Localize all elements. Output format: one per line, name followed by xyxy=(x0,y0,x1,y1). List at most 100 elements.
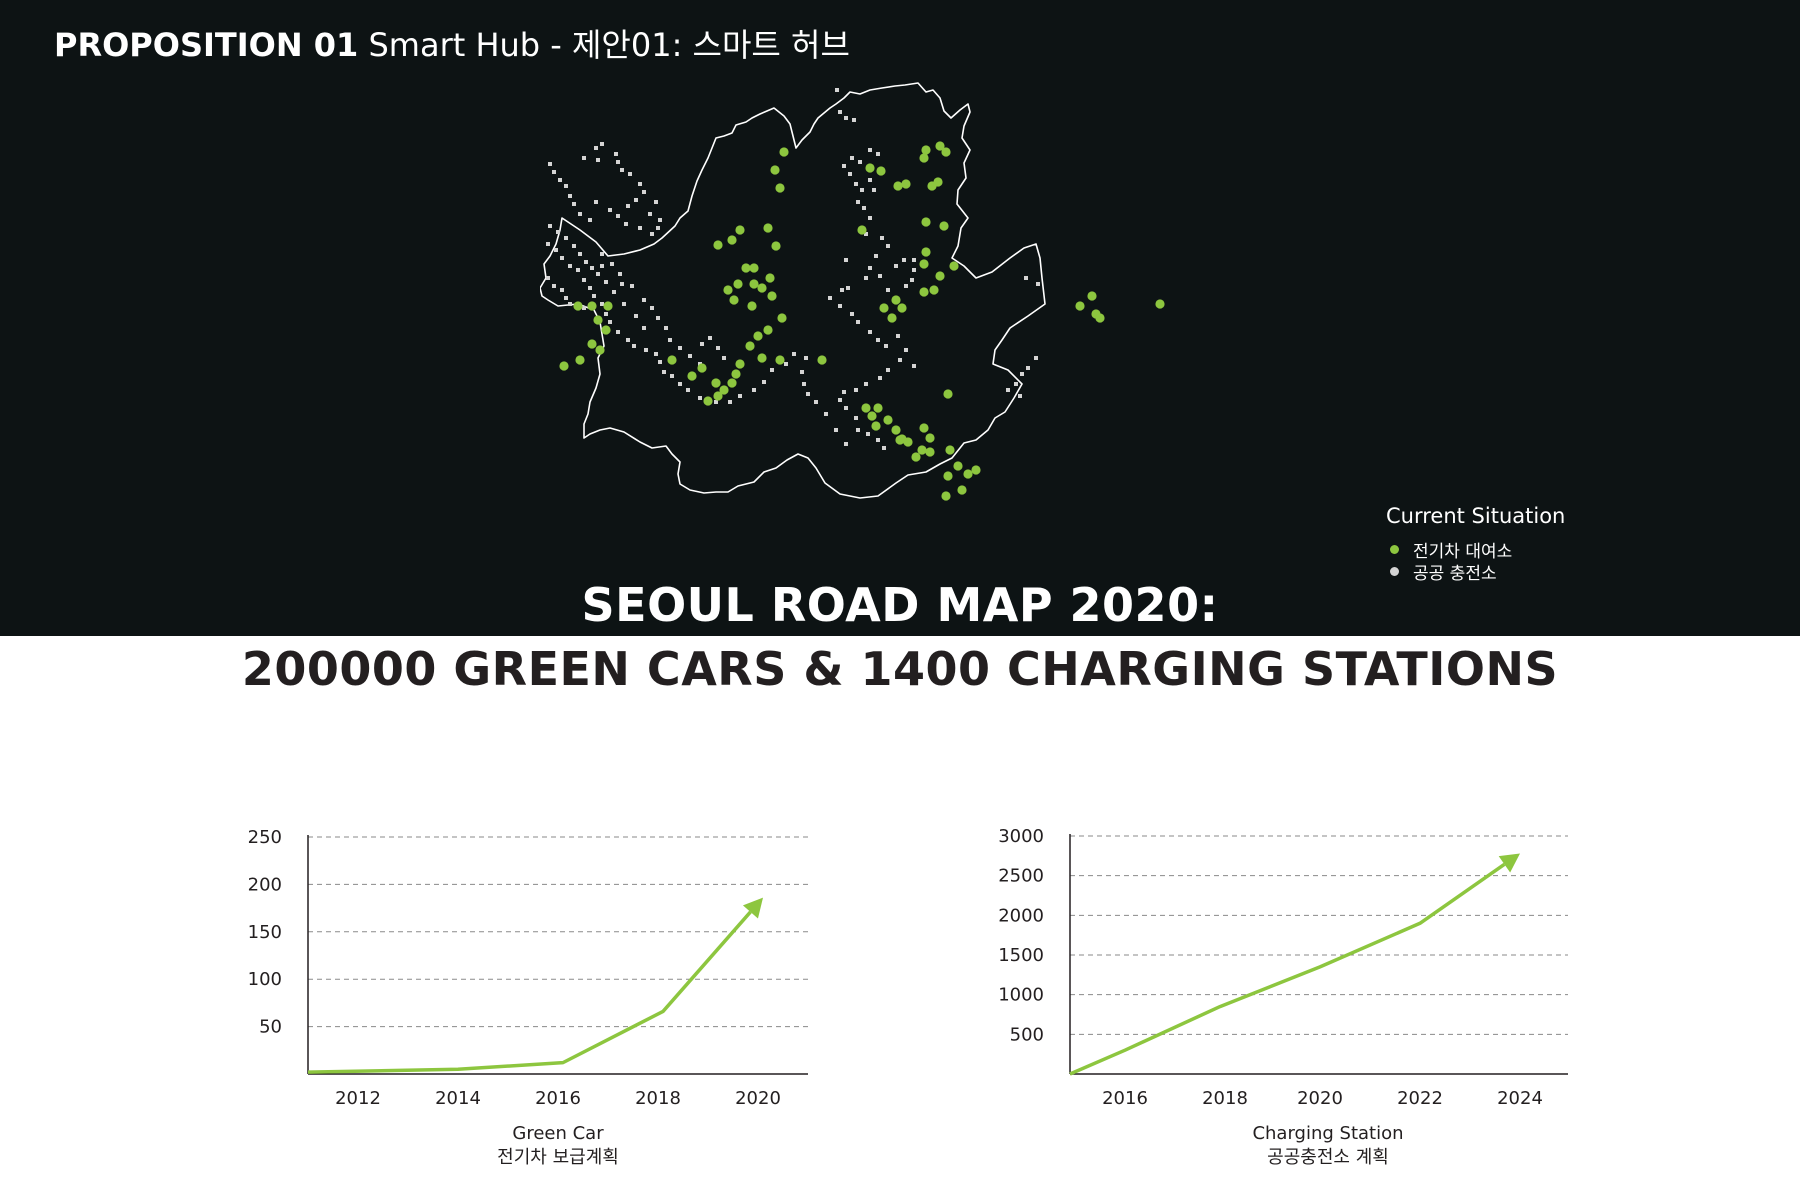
public-charger-dot xyxy=(594,200,598,204)
public-charger-dot xyxy=(722,356,726,360)
public-charger-dot xyxy=(770,368,774,372)
headline-line-2: 200000 GREEN CARS & 1400 CHARGING STATIO… xyxy=(241,642,1559,696)
public-charger-dot xyxy=(1024,276,1028,280)
public-charger-dot xyxy=(784,362,788,366)
charging-station-caption-en: Charging Station xyxy=(1252,1123,1404,1144)
page-title-prefix: PROPOSITION 01 xyxy=(54,26,359,64)
public-charger-dot xyxy=(872,188,876,192)
ev-rental-dot xyxy=(770,165,780,175)
public-charger-dot xyxy=(568,302,572,306)
ev-rental-dot xyxy=(723,285,733,295)
public-charger-dot xyxy=(558,178,562,182)
public-charger-dot xyxy=(552,284,556,288)
public-charger-dot xyxy=(650,232,654,236)
public-charger-dot xyxy=(604,280,608,284)
ev-rental-dot xyxy=(939,221,949,231)
ev-rental-dot xyxy=(573,301,583,311)
ev-rental-dot xyxy=(559,361,569,371)
public-charger-dot xyxy=(868,178,872,182)
y-tick-label: 1000 xyxy=(998,985,1044,1006)
public-charger-dot xyxy=(814,400,818,404)
public-charger-dot xyxy=(850,156,854,160)
public-charger-dot xyxy=(876,438,880,442)
x-tick-label: 2018 xyxy=(1202,1088,1248,1109)
series-line xyxy=(1069,862,1506,1076)
ev-rental-dot xyxy=(893,181,903,191)
ev-rental-dot xyxy=(943,471,953,481)
public-charger-dot xyxy=(912,364,916,368)
public-charger-dot xyxy=(560,256,564,260)
public-charger-dot xyxy=(612,290,616,294)
ev-rental-dot xyxy=(593,315,603,325)
public-charger-dot xyxy=(902,258,906,262)
ev-rental-dot xyxy=(765,273,775,283)
public-charger-dot xyxy=(546,276,550,280)
public-charger-dot xyxy=(644,348,648,352)
x-tick-label: 2020 xyxy=(735,1088,781,1109)
public-charger-dot xyxy=(912,268,916,272)
y-tick-label: 2000 xyxy=(998,905,1044,926)
x-tick-label: 2020 xyxy=(1297,1088,1343,1109)
ev-rental-dot xyxy=(719,385,729,395)
ev-rental-dot xyxy=(876,166,886,176)
public-charger-dot xyxy=(614,152,618,156)
public-charger-dot xyxy=(1018,394,1022,398)
ev-rental-dot xyxy=(867,411,877,421)
y-tick-label: 3000 xyxy=(998,826,1044,847)
green-dot-icon xyxy=(1390,544,1399,554)
public-charger-dot xyxy=(548,224,552,228)
public-charger-dot xyxy=(622,302,626,306)
y-tick-label: 1500 xyxy=(998,945,1044,966)
public-charger-dot xyxy=(844,442,848,446)
public-charger-dot xyxy=(874,254,878,258)
ev-rental-dot xyxy=(921,145,931,155)
public-charger-dot xyxy=(700,342,704,346)
public-charger-dot xyxy=(584,260,588,264)
public-charger-dot xyxy=(594,146,598,150)
ev-rental-dot xyxy=(901,179,911,189)
public-charger-dot xyxy=(600,264,604,268)
public-charger-dot xyxy=(866,432,870,436)
public-charger-dot xyxy=(1020,372,1024,376)
public-charger-dot xyxy=(738,394,742,398)
ev-rental-dot xyxy=(775,355,785,365)
public-charger-dot xyxy=(642,298,646,302)
ev-rental-dot xyxy=(731,369,741,379)
public-charger-dot xyxy=(824,412,828,416)
legend-item-label: 공공 충전소 xyxy=(1413,563,1497,584)
x-tick-label: 2016 xyxy=(1102,1088,1148,1109)
public-charger-dot xyxy=(600,302,604,306)
ev-rental-dot xyxy=(749,279,759,289)
public-charger-dot xyxy=(860,188,864,192)
ev-rental-dot xyxy=(1087,291,1097,301)
public-charger-dot xyxy=(844,406,848,410)
public-charger-dot xyxy=(868,266,872,270)
public-charger-dot xyxy=(698,396,702,400)
ev-rental-dot xyxy=(727,235,737,245)
public-charger-dot xyxy=(596,158,600,162)
public-charger-dot xyxy=(560,288,564,292)
seoul-map xyxy=(540,82,1165,501)
public-charger-dot xyxy=(642,190,646,194)
public-charger-dot xyxy=(854,416,858,420)
public-charger-dot xyxy=(686,388,690,392)
legend-item-public-charger: 공공 충전소 xyxy=(1386,560,1565,584)
public-charger-dot xyxy=(728,400,732,404)
public-charger-dot xyxy=(564,184,568,188)
public-charger-dot xyxy=(854,182,858,186)
x-tick-label: 2016 xyxy=(535,1088,581,1109)
ev-rental-dot xyxy=(771,241,781,251)
ev-rental-dot xyxy=(1095,313,1105,323)
ev-rental-dot xyxy=(919,287,929,297)
public-charger-dot xyxy=(582,278,586,282)
legend-item-ev-rental: 전기차 대여소 xyxy=(1386,538,1565,562)
public-charger-dot xyxy=(656,226,660,230)
ev-rental-dot xyxy=(757,283,767,293)
ev-rental-dot xyxy=(891,295,901,305)
ev-rental-dot xyxy=(963,469,973,479)
ev-rental-dot xyxy=(921,247,931,257)
green-car-caption: Green Car 전기차 보급계획 xyxy=(408,1122,708,1170)
public-charger-dot xyxy=(886,244,890,248)
ev-rental-dot xyxy=(857,225,867,235)
ev-rental-dot xyxy=(929,285,939,295)
